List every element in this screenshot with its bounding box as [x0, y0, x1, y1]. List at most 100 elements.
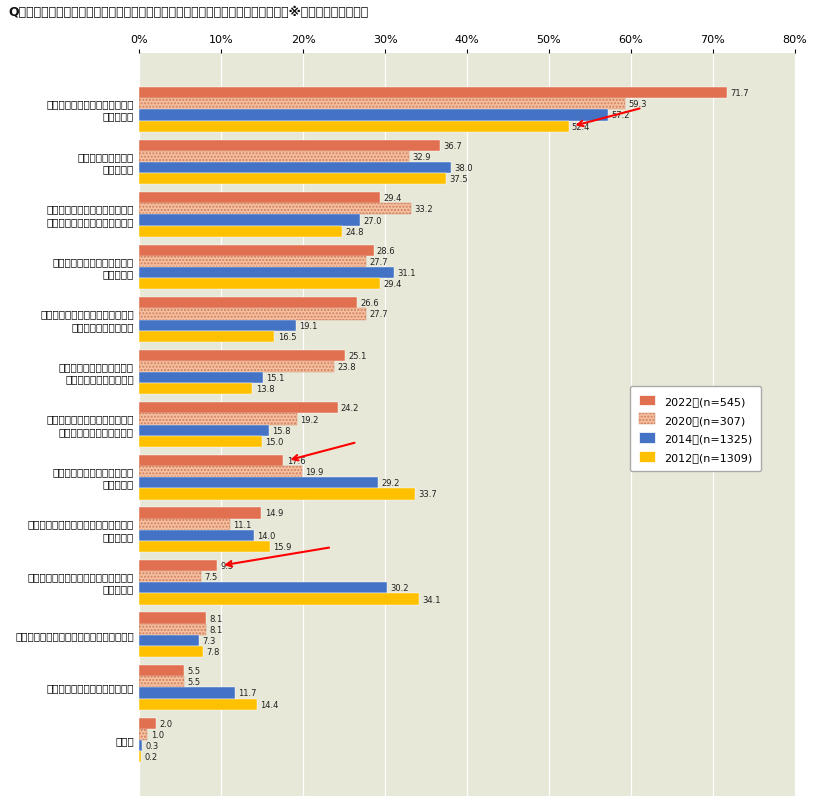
Text: 7.5: 7.5 — [204, 573, 217, 581]
Text: 29.4: 29.4 — [383, 280, 402, 289]
Bar — [139, 362, 335, 373]
Bar — [139, 624, 206, 635]
Text: 11.1: 11.1 — [233, 520, 252, 529]
Text: Q．あなたが理想的だと思うはどのような上司や先輩ですか。（上位３つ選択）　※調査実施年のみ掲載: Q．あなたが理想的だと思うはどのような上司や先輩ですか。（上位３つ選択） ※調査… — [8, 6, 368, 19]
Bar — [139, 384, 252, 395]
Text: 15.8: 15.8 — [272, 427, 290, 436]
Text: 33.7: 33.7 — [418, 490, 437, 499]
Bar — [139, 455, 284, 466]
Text: 17.6: 17.6 — [287, 457, 306, 466]
Bar — [139, 414, 297, 425]
Bar — [139, 541, 270, 552]
Bar — [139, 572, 201, 582]
Text: 1.0: 1.0 — [150, 730, 164, 739]
Bar — [139, 122, 569, 132]
Text: 19.9: 19.9 — [306, 468, 324, 477]
Bar — [139, 665, 184, 676]
Text: 0.2: 0.2 — [144, 753, 157, 762]
Text: 27.0: 27.0 — [364, 217, 382, 225]
Bar — [139, 174, 446, 185]
Text: 16.5: 16.5 — [278, 333, 296, 341]
Text: 23.8: 23.8 — [338, 363, 356, 371]
Bar — [139, 204, 411, 215]
Bar — [139, 688, 235, 698]
Text: 32.9: 32.9 — [412, 152, 431, 161]
Text: 52.4: 52.4 — [572, 122, 590, 131]
Text: 8.1: 8.1 — [209, 625, 222, 634]
Text: 29.2: 29.2 — [381, 478, 400, 487]
Bar — [139, 740, 141, 751]
Bar — [139, 729, 147, 740]
Text: 38.0: 38.0 — [454, 164, 473, 173]
Text: 0.3: 0.3 — [145, 741, 159, 750]
Text: 37.5: 37.5 — [450, 175, 469, 184]
Bar — [139, 332, 275, 342]
Text: 14.4: 14.4 — [261, 700, 279, 709]
Bar — [139, 613, 206, 624]
Text: 27.7: 27.7 — [369, 258, 388, 267]
Bar — [139, 530, 254, 541]
Text: 7.8: 7.8 — [206, 647, 219, 656]
Bar — [139, 478, 378, 489]
Bar — [139, 751, 141, 762]
Bar — [139, 508, 261, 519]
Text: 33.2: 33.2 — [414, 205, 433, 214]
Bar — [139, 215, 361, 226]
Bar — [139, 110, 607, 122]
Bar — [139, 152, 409, 163]
Text: 28.6: 28.6 — [376, 247, 395, 255]
Text: 57.2: 57.2 — [611, 111, 630, 120]
Bar — [139, 560, 217, 572]
Bar — [139, 436, 262, 448]
Bar — [139, 298, 358, 309]
Legend: 2022年(n=545), 2020年(n=307), 2014年(n=1325), 2012年(n=1309): 2022年(n=545), 2020年(n=307), 2014年(n=1325… — [630, 386, 761, 472]
Bar — [139, 350, 345, 362]
Text: 14.0: 14.0 — [257, 531, 275, 540]
Bar — [139, 425, 269, 436]
Text: 71.7: 71.7 — [730, 89, 749, 98]
Text: 13.8: 13.8 — [256, 385, 275, 394]
Text: 8.1: 8.1 — [209, 614, 222, 623]
Bar — [139, 256, 367, 268]
Bar — [139, 635, 199, 646]
Bar — [139, 88, 727, 99]
Bar — [139, 582, 386, 594]
Text: 29.4: 29.4 — [383, 194, 402, 203]
Bar — [139, 279, 380, 290]
Text: 5.5: 5.5 — [187, 677, 201, 686]
Bar — [139, 268, 394, 279]
Text: 19.1: 19.1 — [299, 321, 317, 330]
Text: 5.5: 5.5 — [187, 667, 201, 676]
Text: 26.6: 26.6 — [361, 299, 379, 308]
Bar — [139, 718, 155, 729]
Bar — [139, 140, 440, 152]
Bar — [139, 246, 373, 256]
Text: 36.7: 36.7 — [443, 142, 462, 151]
Bar — [139, 403, 338, 414]
Bar — [139, 676, 184, 688]
Text: 24.2: 24.2 — [341, 404, 359, 413]
Text: 24.8: 24.8 — [346, 227, 364, 237]
Text: 7.3: 7.3 — [202, 636, 215, 645]
Bar — [139, 519, 230, 530]
Text: 15.9: 15.9 — [273, 543, 291, 551]
Text: 15.1: 15.1 — [266, 374, 284, 383]
Bar — [139, 309, 367, 320]
Bar — [139, 373, 263, 384]
Bar — [139, 226, 343, 238]
Text: 14.9: 14.9 — [265, 508, 283, 518]
Text: 27.7: 27.7 — [369, 310, 388, 319]
Text: 11.7: 11.7 — [238, 689, 257, 697]
Text: 19.2: 19.2 — [300, 415, 318, 424]
Text: 34.1: 34.1 — [422, 594, 441, 604]
Text: 25.1: 25.1 — [349, 351, 367, 360]
Bar — [139, 320, 296, 332]
Text: 59.3: 59.3 — [628, 101, 647, 109]
Bar — [139, 466, 302, 478]
Bar — [139, 99, 625, 110]
Text: 31.1: 31.1 — [397, 268, 416, 278]
Text: 2.0: 2.0 — [159, 719, 172, 727]
Text: 30.2: 30.2 — [390, 584, 409, 593]
Text: 15.0: 15.0 — [266, 437, 284, 446]
Bar — [139, 489, 415, 500]
